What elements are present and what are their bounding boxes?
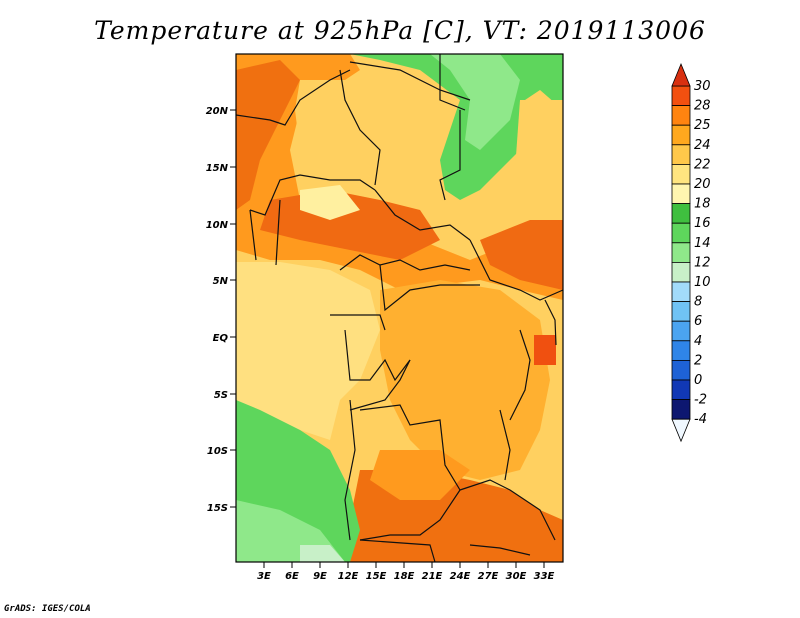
- lat-label: 15S: [207, 503, 228, 514]
- mild-region-horn: [515, 100, 563, 200]
- lon-label: 15E: [366, 571, 387, 582]
- colorbar-label: 24: [694, 138, 711, 153]
- warm-region-congo: [380, 280, 550, 480]
- colorbar-box: [671, 85, 691, 107]
- colorbar-box: [671, 301, 691, 322]
- lon-label: 30E: [506, 571, 527, 582]
- lon-label: 33E: [534, 571, 555, 582]
- coolest-patch-southwest: [300, 545, 345, 562]
- colorbar-label: -2: [694, 393, 707, 408]
- colorbar-label: 25: [694, 118, 711, 133]
- colorbar-box: [671, 163, 691, 185]
- colorbar-label: 28: [694, 99, 711, 114]
- mild-region-atlantic: [236, 262, 380, 440]
- colorbar-label: 8: [694, 295, 702, 310]
- lon-label: 12E: [338, 571, 359, 582]
- lat-label: 10S: [207, 446, 228, 457]
- map-panel: [235, 53, 564, 563]
- colorbar-label: 22: [694, 157, 711, 172]
- lon-label: 24E: [450, 571, 471, 582]
- colorbar-label: 4: [694, 334, 702, 349]
- colorbar-label: 20: [694, 177, 711, 192]
- lat-axis: 20N 15N 10N 5N EQ 5S 10S 15S: [206, 106, 236, 514]
- mild-region-sahara: [295, 80, 400, 170]
- colorbar-box: [671, 242, 691, 263]
- cool-region-red-sea: [430, 54, 520, 150]
- colorbar-box: [671, 203, 691, 224]
- hot-region-west: [236, 60, 300, 210]
- colorbar-box: [671, 281, 691, 303]
- country-borders: [235, 54, 564, 563]
- colorbar-label: 6: [694, 314, 702, 329]
- colorbar-label: -4: [694, 412, 707, 427]
- lat-label: EQ: [213, 333, 229, 344]
- lon-label: 21E: [422, 571, 443, 582]
- map-title: Temperature at 925hPa [C], VT: 201911300…: [94, 16, 706, 45]
- grads-credit: GrADS: IGES/COLA: [4, 604, 91, 614]
- colorbar-box: [671, 144, 691, 165]
- colorbar-top-arrow: [671, 62, 691, 87]
- colorbar-label: 12: [694, 255, 711, 270]
- colorbar-box: [671, 261, 691, 283]
- colorbar-box: [671, 359, 691, 381]
- lat-label: 20N: [206, 106, 229, 117]
- lon-label: 6E: [285, 571, 299, 582]
- lon-label: 9E: [313, 571, 327, 582]
- lon-label: 18E: [394, 571, 415, 582]
- cool-patch-niger: [300, 185, 360, 220]
- lat-label: 5N: [213, 276, 229, 287]
- colorbar-box: [671, 399, 691, 420]
- colorbar-box: [671, 183, 691, 205]
- lon-label: 27E: [478, 571, 499, 582]
- lon-label: 3E: [257, 571, 271, 582]
- colorbar-label: 2: [694, 353, 702, 368]
- hot-spot-uganda: [534, 335, 556, 365]
- colorbar-box: [671, 124, 691, 146]
- colorbar-box: [671, 320, 691, 342]
- lat-label: 5S: [214, 390, 228, 401]
- colorbar-label: 30: [694, 79, 711, 94]
- colorbar-label: 0: [694, 373, 702, 388]
- lat-label: 10N: [206, 220, 229, 231]
- colorbar-box: [671, 340, 691, 361]
- colorbar-box: [671, 222, 691, 244]
- colorbar-label: 16: [694, 216, 711, 231]
- map-frame: [235, 53, 564, 563]
- lat-label: 15N: [206, 163, 229, 174]
- colorbar-bottom-arrow: [671, 418, 691, 443]
- colorbar-label: 18: [694, 197, 711, 212]
- lon-axis: 3E 6E 9E 12E 15E 18E 21E 24E 27E 30E 33E: [257, 562, 555, 582]
- colorbar-label: 14: [694, 236, 711, 251]
- colorbar-box: [671, 379, 691, 401]
- colorbar-label: 10: [694, 275, 711, 290]
- colorbar-box: [671, 105, 691, 126]
- hot-region-east: [480, 220, 563, 290]
